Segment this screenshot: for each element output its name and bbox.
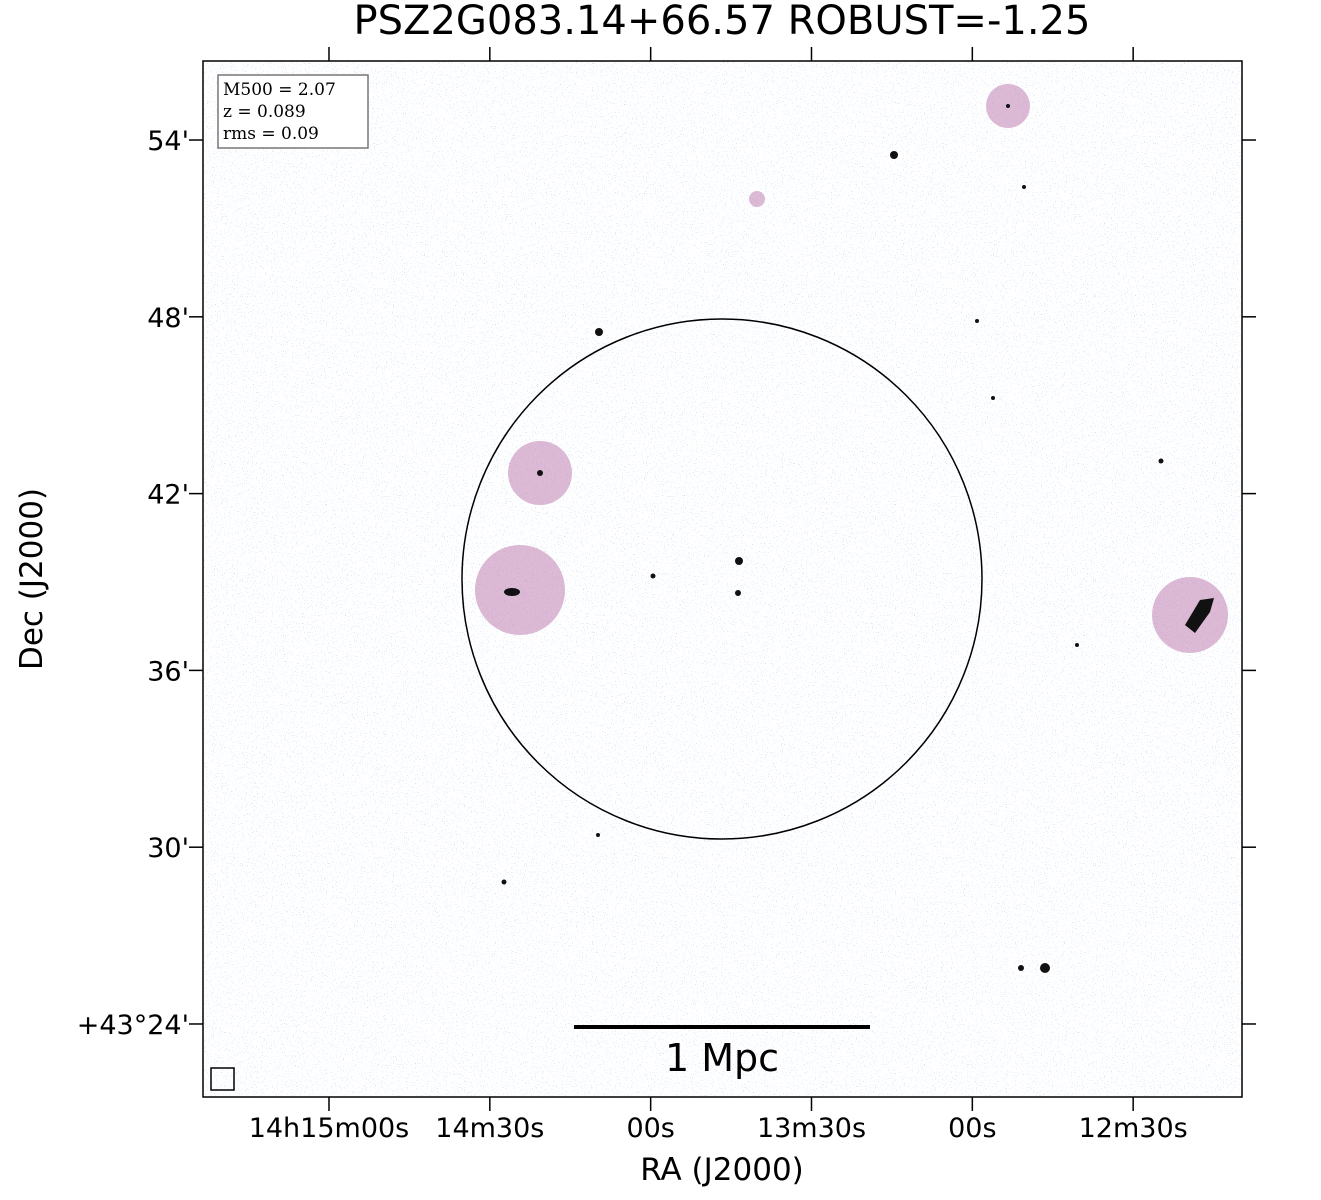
y-tick-label: 36' (147, 656, 189, 687)
x-tick-label: 14m30s (435, 1113, 544, 1144)
y-tick-label: +43°24' (77, 1010, 189, 1041)
annotation-line: rms = 0.09 (223, 124, 319, 144)
frame (202, 60, 1243, 1098)
x-axis-label: RA (J2000) (640, 1152, 804, 1188)
annotation-line: M500 = 2.07 (223, 80, 336, 100)
image (203, 61, 1242, 1097)
y-tick-label: 42' (147, 480, 189, 511)
y-tick-label: 30' (147, 833, 189, 864)
x-tick-label: 00s (948, 1113, 996, 1144)
y-tick-label: 48' (147, 303, 189, 334)
annotation-line: z = 0.089 (223, 102, 306, 122)
x-tick-label: 14h15m00s (249, 1113, 410, 1144)
chart-title: PSZ2G083.14+66.57 ROBUST=-1.25 (354, 0, 1091, 44)
x-tick-label: 12m30s (1079, 1113, 1188, 1144)
scalebar-label: 1 Mpc (665, 1036, 779, 1080)
y-axis-label: Dec (J2000) (14, 488, 50, 670)
x-tick-label: 13m30s (757, 1113, 866, 1144)
x-tick-label: 00s (626, 1113, 674, 1144)
y-tick-label: 54' (147, 126, 189, 157)
